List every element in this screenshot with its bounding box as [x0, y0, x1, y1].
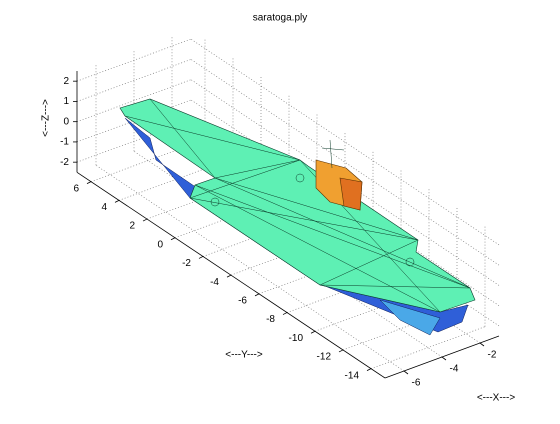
island-side [339, 177, 363, 211]
y-tick [338, 349, 344, 353]
grid-line [76, 38, 192, 82]
y-tick-label: -12 [317, 352, 332, 363]
y-tick-label: -2 [182, 258, 191, 269]
deck-marking [295, 173, 305, 183]
y-tick-label: -14 [345, 370, 360, 381]
deck-marking [405, 257, 415, 267]
grid-line [370, 326, 486, 369]
x-tick-label: -4 [450, 364, 459, 375]
x-tick [441, 356, 447, 361]
y-tick [282, 312, 288, 315]
z-tick-label: -1 [60, 137, 69, 148]
x-axis-label: <---X---> [477, 393, 515, 404]
z-tick-label: 1 [63, 96, 69, 107]
x-tick-label: -2 [488, 350, 497, 361]
grid-line [342, 307, 458, 351]
y-tick [86, 181, 92, 185]
y-tick-label: 6 [73, 183, 79, 194]
y-tick [170, 237, 176, 241]
y-tick-label: 4 [101, 202, 107, 213]
x-tick [479, 342, 485, 347]
y-tick-label: 2 [129, 221, 135, 232]
y-tick [198, 256, 204, 259]
deck-edges [149, 98, 471, 289]
deck-edges [124, 115, 471, 313]
y-tick [254, 293, 260, 297]
y-tick [142, 218, 148, 222]
y-tick [310, 330, 316, 334]
x-tick-label: -6 [412, 378, 421, 389]
z-axis-label: <---Z---> [41, 99, 52, 137]
y-tick-label: 0 [157, 239, 163, 250]
y-axis-label: <---Y---> [225, 350, 263, 361]
y-tick [114, 199, 120, 203]
z-tick-label: 2 [63, 76, 69, 87]
y-tick-label: -10 [289, 333, 304, 344]
y-tick-label: -4 [210, 277, 219, 288]
grid-line [90, 139, 206, 182]
hull-stern [379, 299, 441, 336]
x-tick [403, 370, 409, 375]
z-tick-label: 0 [63, 116, 69, 127]
deck [119, 98, 476, 313]
grid-line [314, 288, 430, 332]
y-tick [226, 274, 232, 278]
y-tick-label: -8 [266, 314, 275, 325]
grid-line [76, 59, 192, 102]
y-tick-label: -6 [238, 295, 247, 306]
deck-marking [210, 197, 220, 207]
ship-mesh [119, 98, 476, 336]
chart-title: saratoga.ply [253, 13, 307, 24]
mast [329, 139, 333, 169]
z-tick-label: -2 [60, 157, 69, 168]
y-tick [366, 368, 372, 372]
grid-line [76, 79, 192, 122]
grid-line [76, 119, 192, 163]
mast-arm [321, 147, 345, 151]
